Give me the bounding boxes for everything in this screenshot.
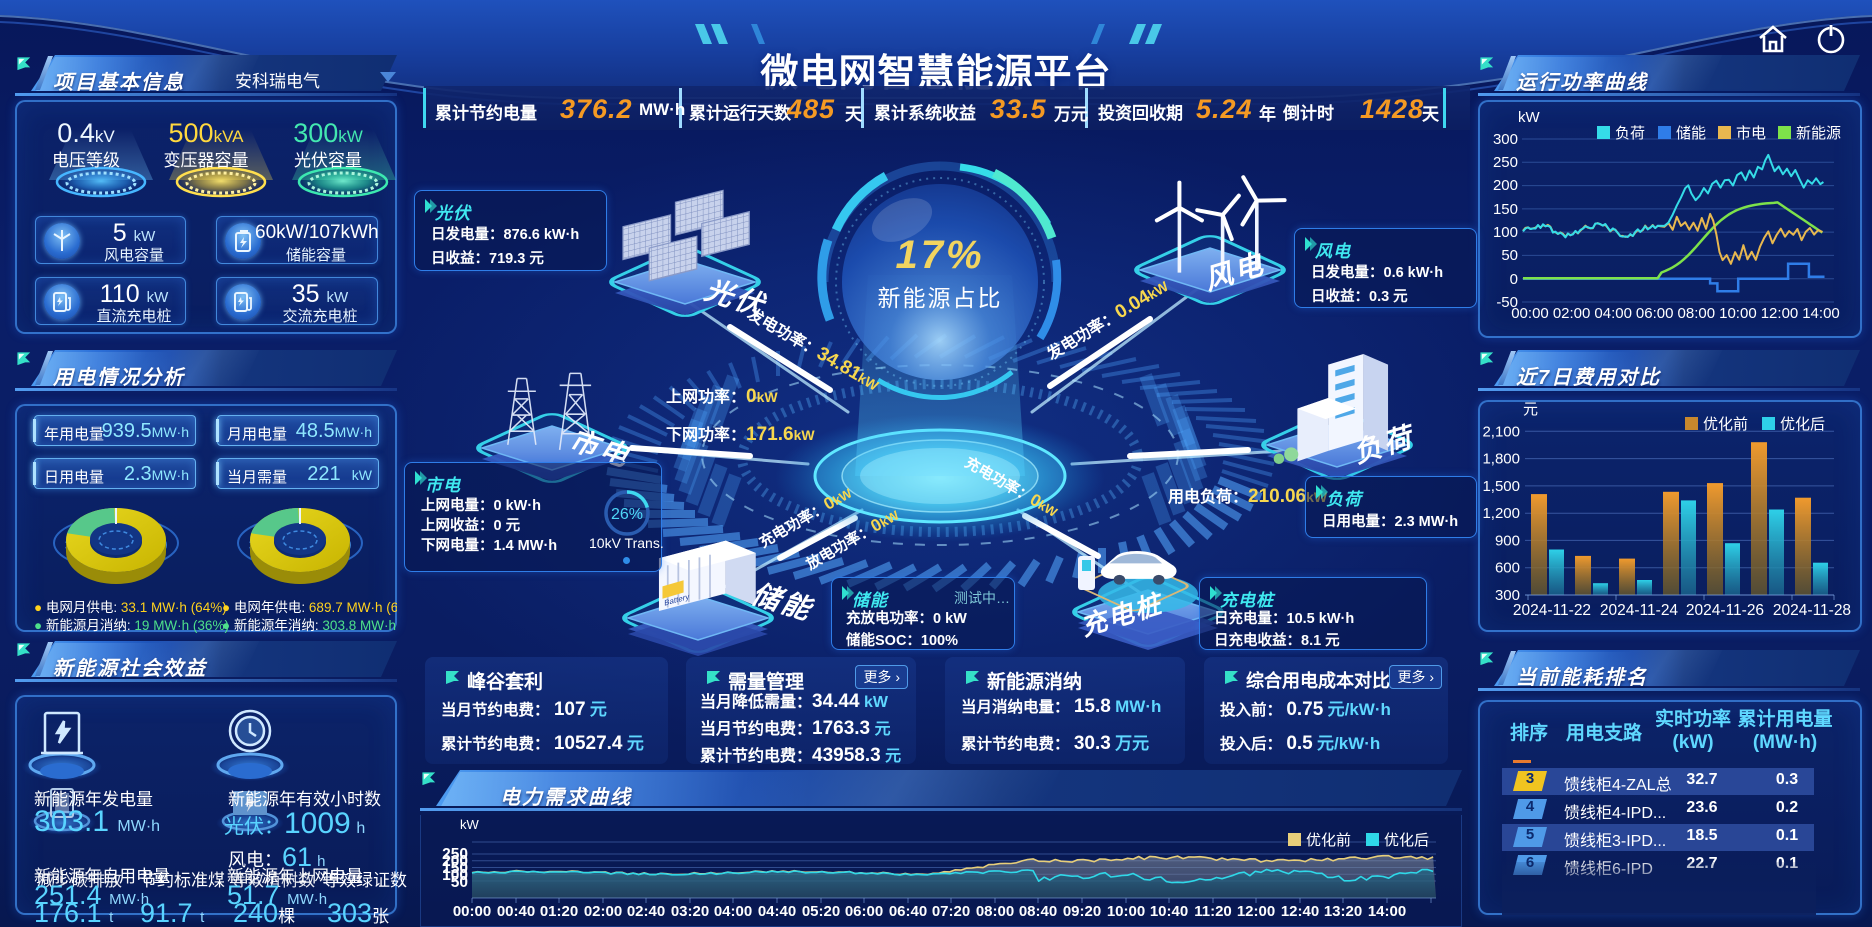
svg-text:新能源: 新能源 <box>1796 125 1841 142</box>
svg-text:新能源占比: 新能源占比 <box>878 285 1003 311</box>
svg-text:优化前: 优化前 <box>1306 832 1351 849</box>
svg-text:150: 150 <box>1493 201 1518 218</box>
svg-text:04:40: 04:40 <box>758 903 796 920</box>
svg-text:900: 900 <box>1495 532 1520 549</box>
svg-text:2024-11-28: 2024-11-28 <box>1773 602 1851 619</box>
svg-text:08:00: 08:00 <box>976 903 1014 920</box>
svg-text:14:00: 14:00 <box>1802 305 1840 322</box>
svg-text:13:20: 13:20 <box>1324 903 1362 920</box>
svg-text:优化后: 优化后 <box>1384 832 1429 849</box>
svg-text:市电: 市电 <box>1736 125 1766 142</box>
svg-text:07:20: 07:20 <box>932 903 970 920</box>
svg-text:300: 300 <box>1495 587 1520 604</box>
svg-text:2024-11-26: 2024-11-26 <box>1686 602 1764 619</box>
svg-text:05:20: 05:20 <box>802 903 840 920</box>
svg-text:01:20: 01:20 <box>540 903 578 920</box>
svg-text:04:00: 04:00 <box>714 903 752 920</box>
svg-text:08:40: 08:40 <box>1019 903 1057 920</box>
svg-text:200: 200 <box>1493 177 1518 194</box>
svg-text:2,100: 2,100 <box>1482 423 1520 440</box>
svg-text:600: 600 <box>1495 560 1520 577</box>
svg-text:优化前: 优化前 <box>1703 416 1748 433</box>
svg-text:12:40: 12:40 <box>1281 903 1319 920</box>
svg-text:14:00: 14:00 <box>1368 903 1406 920</box>
svg-text:用电负荷：210.06kW: 用电负荷：210.06kW <box>1168 486 1328 507</box>
svg-text:200: 200 <box>442 853 468 870</box>
svg-text:09:20: 09:20 <box>1063 903 1101 920</box>
svg-text:12:00: 12:00 <box>1761 305 1799 322</box>
svg-text:250: 250 <box>1493 154 1518 171</box>
svg-text:00:00: 00:00 <box>453 903 491 920</box>
svg-text:元: 元 <box>1523 401 1538 418</box>
svg-text:kW: kW <box>1518 109 1541 126</box>
svg-text:50: 50 <box>451 874 468 891</box>
svg-text:50: 50 <box>1501 247 1518 264</box>
svg-text:02:00: 02:00 <box>584 903 622 920</box>
svg-text:250: 250 <box>442 846 468 863</box>
svg-text:06:40: 06:40 <box>889 903 927 920</box>
svg-text:300: 300 <box>1493 131 1518 148</box>
svg-text:08:00: 08:00 <box>1678 305 1716 322</box>
svg-text:17%: 17% <box>895 233 984 277</box>
svg-text:优化后: 优化后 <box>1780 416 1825 433</box>
svg-text:04:00: 04:00 <box>1594 305 1632 322</box>
svg-text:10:40: 10:40 <box>1150 903 1188 920</box>
svg-text:0: 0 <box>1510 271 1518 288</box>
svg-text:下网功率：171.6kW: 下网功率：171.6kW <box>666 424 815 445</box>
svg-text:100: 100 <box>442 867 468 884</box>
svg-text:11:20: 11:20 <box>1194 903 1232 920</box>
svg-text:负荷: 负荷 <box>1615 125 1645 142</box>
svg-text:100: 100 <box>1493 224 1518 241</box>
svg-text:06:00: 06:00 <box>845 903 883 920</box>
svg-text:10:00: 10:00 <box>1719 305 1757 322</box>
svg-text:12:00: 12:00 <box>1237 903 1275 920</box>
svg-text:00:40: 00:40 <box>497 903 535 920</box>
svg-text:kW: kW <box>460 817 480 832</box>
svg-text:02:00: 02:00 <box>1553 305 1591 322</box>
svg-text:10:00: 10:00 <box>1107 903 1145 920</box>
svg-text:02:40: 02:40 <box>627 903 665 920</box>
svg-text:150: 150 <box>442 860 468 877</box>
svg-text:-50: -50 <box>1496 294 1518 311</box>
svg-text:1,500: 1,500 <box>1482 478 1520 495</box>
svg-text:上网功率：0kW: 上网功率：0kW <box>666 386 778 407</box>
svg-text:2024-11-22: 2024-11-22 <box>1513 602 1591 619</box>
svg-text:00:00: 00:00 <box>1511 305 1549 322</box>
svg-text:2024-11-24: 2024-11-24 <box>1600 602 1679 619</box>
svg-text:26%: 26% <box>611 506 643 523</box>
svg-text:03:20: 03:20 <box>671 903 709 920</box>
svg-text:储能: 储能 <box>1676 125 1706 142</box>
svg-text:1,800: 1,800 <box>1482 451 1520 468</box>
svg-text:1,200: 1,200 <box>1482 505 1520 522</box>
svg-text:06:00: 06:00 <box>1636 305 1674 322</box>
